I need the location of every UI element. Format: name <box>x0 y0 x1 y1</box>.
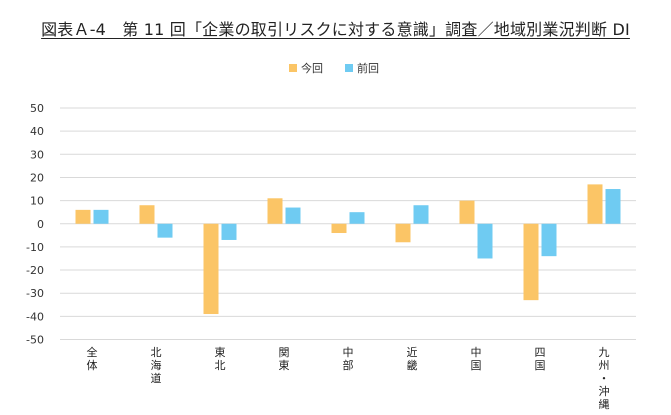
bar-previous <box>477 223 493 259</box>
category-label: 国 <box>535 359 546 372</box>
bar-current <box>459 200 475 224</box>
y-tick-label: 50 <box>30 102 44 115</box>
y-tick-label: 20 <box>30 171 44 184</box>
bar-previous <box>349 212 365 224</box>
y-tick-label: 30 <box>30 148 44 161</box>
bar-current <box>523 223 539 301</box>
bar-previous <box>93 209 109 224</box>
category-label: ・ <box>599 372 610 385</box>
category-label: 東 <box>279 359 290 372</box>
bar-previous <box>605 189 621 224</box>
category-label: 国 <box>471 359 482 372</box>
legend-label-previous: 前回 <box>357 61 379 75</box>
category-label: 全 <box>87 345 98 359</box>
bar-previous <box>413 205 429 224</box>
category-label: 体 <box>87 358 98 372</box>
category-label: 九 <box>599 346 610 359</box>
legend-label-current: 今回 <box>301 61 323 75</box>
category-label: 縄 <box>599 397 610 411</box>
bar-current <box>139 205 155 224</box>
y-tick-label: -50 <box>26 334 44 347</box>
bar-current <box>395 223 411 243</box>
y-tick-label: 10 <box>30 195 44 208</box>
y-tick-label: 40 <box>30 125 44 138</box>
category-label: 北 <box>215 359 226 372</box>
category-label: 畿 <box>407 358 418 372</box>
category-label: 道 <box>151 371 162 385</box>
y-tick-label: -30 <box>26 287 44 300</box>
y-tick-label: -10 <box>26 241 44 254</box>
category-label: 関 <box>279 346 290 359</box>
category-label: 中 <box>343 346 354 359</box>
bar-previous <box>157 223 173 238</box>
category-label: 四 <box>535 346 546 359</box>
chart-title: 図表Ａ-4 第 11 回「企業の取引リスクに対する意識」調査／地域別業況判断 D… <box>41 20 630 39</box>
y-tick-label: -20 <box>26 264 44 277</box>
bar-previous <box>285 207 301 224</box>
y-tick-label: 0 <box>37 218 44 231</box>
legend-swatch-previous <box>345 64 353 72</box>
category-label: 北 <box>151 346 162 359</box>
bar-current <box>267 198 283 224</box>
category-label: 沖 <box>599 385 610 398</box>
bar-current <box>331 223 347 234</box>
bar-current <box>587 184 603 224</box>
bar-previous <box>221 223 237 240</box>
category-label: 近 <box>407 346 418 359</box>
category-label: 海 <box>151 358 162 372</box>
category-label: 部 <box>343 358 354 372</box>
legend-swatch-current <box>289 64 297 72</box>
y-tick-label: -40 <box>26 310 44 323</box>
category-label: 東 <box>215 346 226 359</box>
bar-previous <box>541 223 557 257</box>
category-label: 州 <box>599 359 610 372</box>
bar-current <box>203 223 219 315</box>
category-label: 中 <box>471 346 482 359</box>
bar-current <box>75 209 91 224</box>
